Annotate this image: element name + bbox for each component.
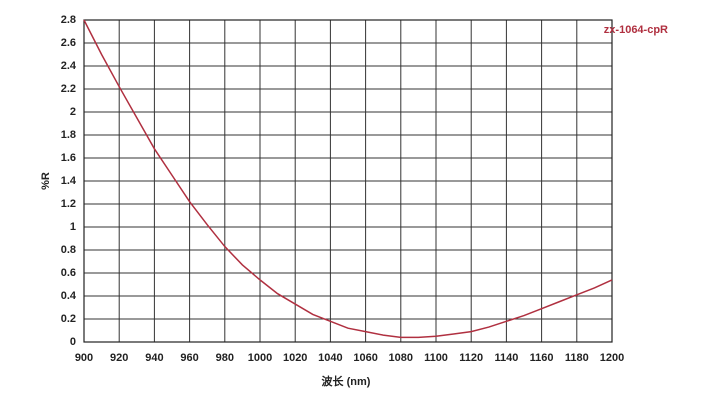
- y-tick-label: 2.6: [61, 37, 76, 49]
- y-tick-label: 2.2: [61, 83, 76, 95]
- x-tick-label: 1100: [424, 352, 448, 364]
- y-tick-label: 2: [70, 106, 76, 118]
- y-tick-label: 1: [70, 221, 76, 233]
- x-tick-label: 1000: [248, 352, 272, 364]
- plot-border: [83, 19, 613, 343]
- x-tick-label: 1020: [283, 352, 307, 364]
- x-axis-label: 波长 (nm): [322, 374, 371, 388]
- x-tick-label: 1180: [565, 352, 589, 364]
- y-tick-label: 1.4: [61, 175, 77, 187]
- x-tick-label: 1120: [459, 352, 483, 364]
- y-tick-label: 0.8: [61, 244, 76, 256]
- legend-entry: zx-1064-cpR: [604, 24, 668, 36]
- y-tick-label: 1.6: [61, 152, 76, 164]
- x-tick-label: 1060: [353, 352, 377, 364]
- data-line: [83, 19, 613, 339]
- x-tick-label: 900: [75, 352, 93, 364]
- y-tick-label: 0.2: [61, 313, 76, 325]
- y-tick-label: 1.2: [61, 198, 76, 210]
- y-tick-label: 0.4: [61, 290, 77, 302]
- y-tick-label: 1.8: [61, 129, 76, 141]
- x-tick-label: 920: [110, 352, 128, 364]
- x-tick-label: 1160: [530, 352, 554, 364]
- y-tick-label: 0.6: [61, 267, 76, 279]
- y-tick-label: 2.8: [61, 14, 76, 26]
- y-axis-label: %R: [40, 172, 52, 190]
- y-tick-label: 2.4: [61, 60, 77, 72]
- x-tick-label: 1140: [494, 352, 518, 364]
- x-tick-label: 980: [216, 352, 234, 364]
- x-tick-label: 940: [145, 352, 163, 364]
- x-tick-label: 1040: [318, 352, 342, 364]
- x-tick-label: 1080: [389, 352, 413, 364]
- x-tick-label: 960: [180, 352, 198, 364]
- x-tick-label: 1200: [600, 352, 624, 364]
- y-tick-label: 0: [70, 336, 76, 348]
